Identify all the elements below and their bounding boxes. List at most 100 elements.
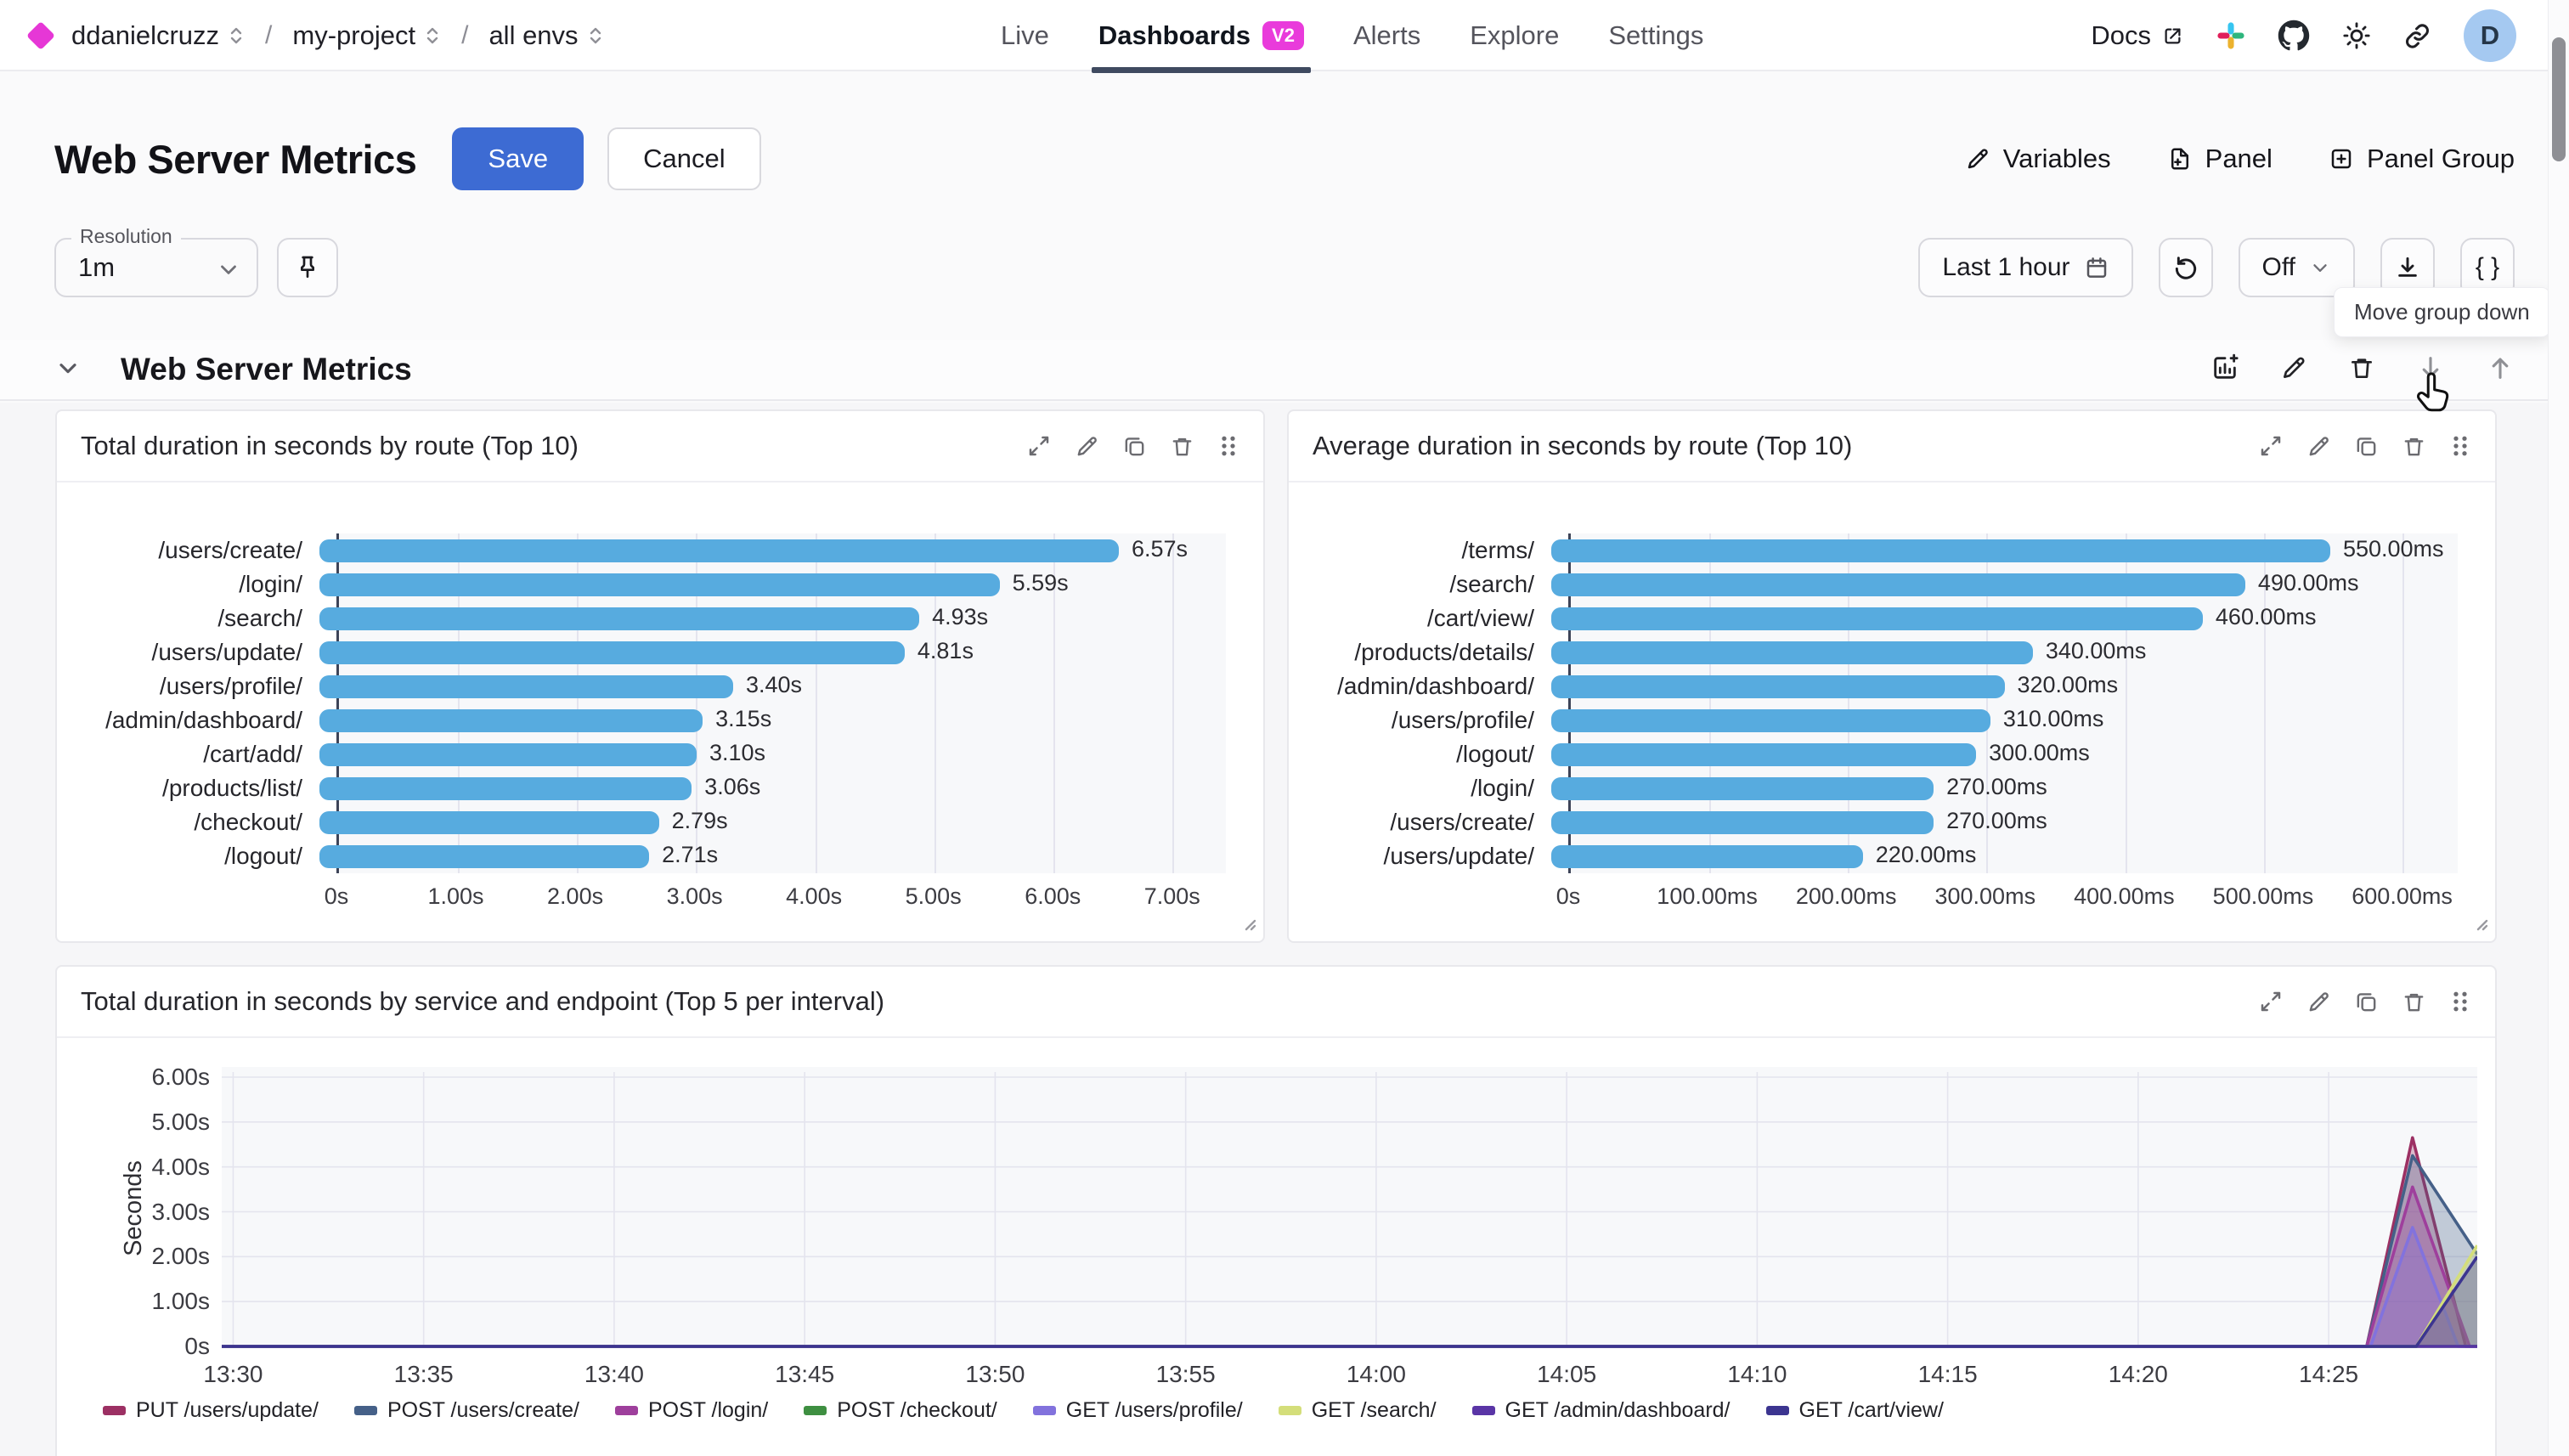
bar[interactable] [319, 709, 703, 732]
cancel-button[interactable]: Cancel [607, 127, 761, 190]
tab-alerts[interactable]: Alerts [1352, 20, 1421, 50]
tab-live[interactable]: Live [1001, 20, 1049, 50]
time-range-picker[interactable]: Last 1 hour [1918, 238, 2133, 297]
legend-item[interactable]: POST /users/create/ [353, 1398, 579, 1423]
resize-handle-icon[interactable] [1239, 913, 1257, 936]
move-group-up-icon[interactable] [2486, 353, 2515, 387]
x-axis-ticks: 13:30 13:35 13:40 13:45 13:50 13:55 14:00 14:05… [203, 1356, 2458, 1393]
legend-swatch [1032, 1406, 1056, 1415]
legend-item[interactable]: GET /users/profile/ [1032, 1398, 1243, 1423]
x-tick-label: 13:45 [775, 1361, 835, 1387]
legend-item[interactable]: GET /cart/view/ [1765, 1398, 1944, 1423]
share-link-icon[interactable] [2403, 22, 2431, 50]
x-tick-label: 13:40 [584, 1361, 644, 1387]
bar[interactable] [319, 641, 905, 664]
bar[interactable] [1551, 675, 2005, 698]
bar-value-label: 3.10s [709, 740, 766, 765]
legend-item[interactable]: GET /admin/dashboard/ [1471, 1398, 1731, 1423]
drag-handle-icon[interactable] [2449, 989, 2471, 1014]
x-tick-label: 13:30 [203, 1361, 263, 1387]
auto-refresh-select[interactable]: Off [2238, 238, 2355, 297]
delete-panel-icon[interactable] [2402, 990, 2426, 1014]
edit-panel-icon[interactable] [2306, 434, 2331, 459]
bar[interactable] [319, 777, 692, 800]
theme-toggle-sun-icon[interactable] [2342, 21, 2371, 50]
category-label: /users/create/ [1390, 809, 1534, 835]
bar[interactable] [319, 845, 650, 868]
bar[interactable] [319, 607, 920, 630]
category-label: /logout/ [224, 843, 302, 869]
category-label: /users/update/ [1383, 843, 1534, 869]
edit-panel-icon[interactable] [1075, 434, 1099, 459]
duplicate-panel-icon[interactable] [1122, 434, 1147, 459]
expand-icon[interactable] [2258, 433, 2284, 459]
bar-track: 5.59s [319, 567, 1226, 601]
gridline [934, 533, 936, 873]
docs-link[interactable]: Docs [2091, 20, 2184, 51]
bar[interactable] [1551, 709, 1990, 732]
add-chart-icon[interactable] [2210, 353, 2239, 387]
github-icon[interactable] [2278, 20, 2310, 52]
bar[interactable] [1551, 573, 2245, 596]
bar[interactable] [319, 811, 659, 834]
bar-value-label: 310.00ms [2002, 706, 2104, 731]
breadcrumb-org[interactable]: ddanielcruzz [71, 20, 245, 51]
edit-panel-icon[interactable] [2306, 990, 2331, 1014]
slack-icon[interactable] [2216, 21, 2245, 50]
bar-row: /search/490.00ms [1309, 567, 2458, 601]
user-avatar[interactable]: D [2464, 9, 2516, 62]
delete-panel-icon[interactable] [1170, 434, 1194, 459]
resolution-select[interactable]: Resolution 1m [54, 225, 258, 297]
legend-item[interactable]: PUT /users/update/ [103, 1398, 319, 1423]
delete-panel-icon[interactable] [2402, 434, 2426, 459]
x-tick-label: 13:50 [965, 1361, 1025, 1387]
expand-icon[interactable] [2258, 989, 2284, 1014]
bar[interactable] [1551, 641, 2033, 664]
variables-button[interactable]: Variables [1965, 144, 2111, 174]
bar[interactable] [1551, 845, 1863, 868]
bar[interactable] [319, 573, 1000, 596]
file-plus-icon [2171, 148, 2188, 170]
brand-logo-icon[interactable] [26, 21, 55, 50]
resize-handle-icon[interactable] [2470, 913, 2489, 936]
duplicate-panel-icon[interactable] [2354, 434, 2379, 459]
bar[interactable] [1551, 539, 2330, 562]
legend-item[interactable]: POST /checkout/ [804, 1398, 997, 1423]
bar[interactable] [1551, 607, 2203, 630]
drag-handle-icon[interactable] [1217, 433, 1239, 459]
duplicate-panel-icon[interactable] [2354, 990, 2379, 1014]
bar[interactable] [319, 675, 733, 698]
tab-explore[interactable]: Explore [1470, 20, 1560, 50]
bar[interactable] [319, 743, 697, 766]
tab-settings[interactable]: Settings [1608, 20, 1704, 50]
bar-track: 3.40s [319, 669, 1226, 703]
add-panel-button[interactable]: Panel [2167, 144, 2273, 174]
save-button[interactable]: Save [452, 127, 584, 190]
add-panel-group-button[interactable]: Panel Group [2329, 144, 2515, 174]
x-axis-ticks: 0s 100.00ms 200.00ms 300.00ms 400.00ms 500.00… [1556, 873, 2458, 912]
expand-icon[interactable] [1026, 433, 1052, 459]
pin-resolution-button[interactable] [277, 238, 338, 297]
delete-group-icon[interactable] [2348, 354, 2375, 386]
collapse-chevron-icon[interactable] [54, 354, 82, 386]
bar[interactable] [1551, 777, 1934, 800]
bar[interactable] [319, 539, 1119, 562]
bar[interactable] [1551, 811, 1934, 834]
edit-group-icon[interactable] [2280, 354, 2307, 386]
legend-item[interactable]: POST /login/ [614, 1398, 768, 1423]
scrollbar-thumb[interactable] [2552, 37, 2566, 161]
breadcrumb-project-label: my-project [292, 20, 416, 50]
tab-dashboards[interactable]: Dashboards V2 [1091, 0, 1311, 73]
breadcrumb-project[interactable]: my-project [292, 20, 441, 51]
bar-track: 3.06s [319, 771, 1226, 805]
page-scrollbar[interactable] [2548, 0, 2569, 1456]
bar-track: 340.00ms [1551, 635, 2458, 669]
bar-value-label: 4.93s [932, 604, 989, 629]
breadcrumb-env[interactable]: all envs [488, 20, 603, 51]
bar-track: 310.00ms [1551, 703, 2458, 737]
legend-item[interactable]: GET /search/ [1278, 1398, 1437, 1423]
y-tick-label: 1.00s [151, 1288, 211, 1315]
drag-handle-icon[interactable] [2449, 433, 2471, 459]
refresh-button[interactable] [2158, 238, 2213, 297]
bar[interactable] [1551, 743, 1977, 766]
